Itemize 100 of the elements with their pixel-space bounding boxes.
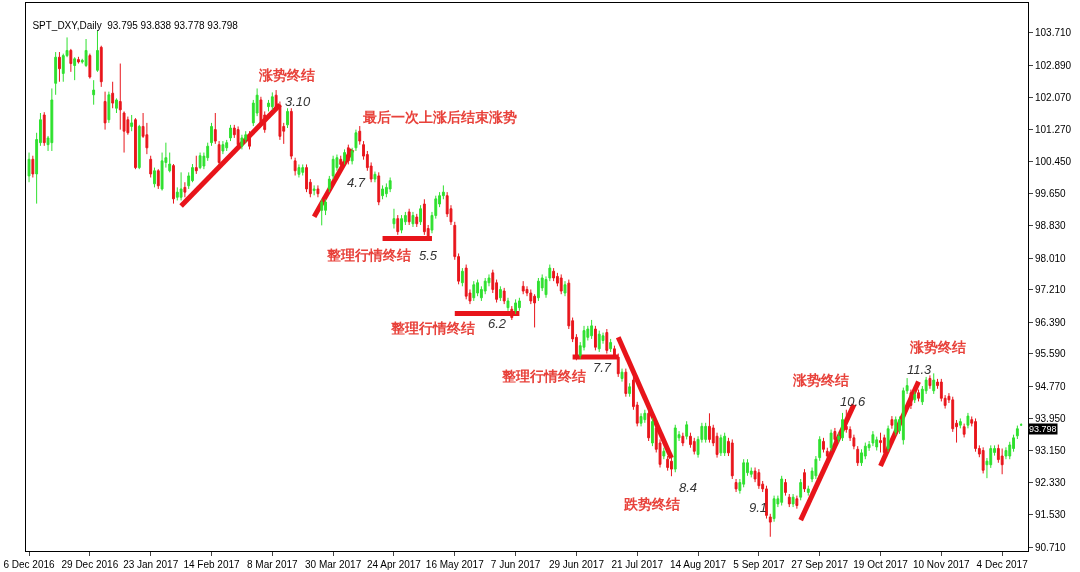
candlestick <box>533 293 537 328</box>
candlestick <box>841 412 844 442</box>
candlestick <box>1004 446 1008 460</box>
candlestick <box>92 79 96 106</box>
candlestick <box>73 56 77 81</box>
annotation: 93.798 <box>1029 424 1057 434</box>
candlestick <box>407 208 411 226</box>
candlestick <box>179 171 183 201</box>
annotation: 整理行情终结 <box>390 320 475 336</box>
candlestick <box>647 409 651 442</box>
candlestick <box>890 415 894 430</box>
annotation: 涨势终结 <box>792 372 849 388</box>
annotation: 4.7 <box>347 175 366 190</box>
candlestick <box>981 446 985 474</box>
candlestick <box>780 475 784 506</box>
x-tick-label: 6 Dec 2016 <box>3 559 56 570</box>
candlestick <box>723 432 727 457</box>
text: SPT_DXY,Daily 93.795 93.838 93.778 93.798 <box>32 19 239 31</box>
candlestick <box>772 495 776 523</box>
candlestick <box>270 91 274 111</box>
candlestick <box>99 45 103 88</box>
candlestick <box>411 211 415 228</box>
candlestick <box>240 134 244 150</box>
candlestick <box>563 280 567 297</box>
candlestick <box>210 122 213 147</box>
x-tick-label: 19 Oct 2017 <box>853 559 909 570</box>
candlestick <box>77 56 80 65</box>
candlestick <box>974 417 977 453</box>
candlestick <box>54 51 58 96</box>
candlestick <box>662 447 666 460</box>
y-tick-label: 92.330 <box>1035 477 1067 489</box>
x-tick-label: 24 Apr 2017 <box>366 559 422 570</box>
annotation: 5.5 <box>419 248 438 263</box>
y-tick-label: 97.210 <box>1035 284 1067 296</box>
candlestick <box>69 48 73 73</box>
candlestick <box>803 468 806 493</box>
candlestick <box>825 447 829 460</box>
candlestick <box>673 424 677 473</box>
candlestick <box>377 171 381 206</box>
x-tick-label: 27 Sep 2017 <box>791 559 849 570</box>
candlestick <box>293 157 297 177</box>
candlestick <box>704 422 708 444</box>
candlestick <box>593 325 597 351</box>
candlestick <box>958 417 962 429</box>
x-tick-label: 21 Jul 2017 <box>611 559 664 570</box>
candlestick <box>111 81 115 109</box>
candlestick <box>419 204 422 226</box>
candlestick <box>27 152 31 183</box>
y-tick-label: 102.070 <box>1035 92 1072 104</box>
candlestick <box>50 87 54 152</box>
y-tick-label: 94.770 <box>1035 380 1067 392</box>
candlestick <box>708 412 711 444</box>
candlestick <box>886 425 890 453</box>
x-tick-label: 29 Dec 2016 <box>61 559 119 570</box>
candlestick <box>229 124 232 142</box>
candlestick <box>103 91 107 131</box>
candlestick <box>913 391 917 404</box>
candlestick <box>388 176 392 193</box>
candlestick <box>153 167 156 188</box>
candlestick <box>590 319 594 340</box>
candlestick <box>221 140 225 155</box>
candlestick <box>392 208 396 230</box>
candlestick <box>681 432 685 447</box>
x-tick-label: 5 Sep 2017 <box>733 559 785 570</box>
candlestick <box>198 152 202 170</box>
candlestick <box>464 264 468 300</box>
candlestick <box>909 389 913 410</box>
x-tick-label: 4 Dec 2017 <box>976 559 1029 570</box>
candlestick <box>620 368 624 383</box>
candlestick <box>787 493 791 508</box>
candlestick <box>305 163 308 193</box>
y-tick-label: 103.710 <box>1035 27 1072 39</box>
x-tick-label: 23 Jan 2017 <box>123 559 179 570</box>
candlestick <box>768 513 772 538</box>
candlestick <box>415 213 419 228</box>
candlestick <box>460 267 464 287</box>
candlestick <box>692 437 696 455</box>
candlestick <box>498 285 502 302</box>
candlestick <box>829 429 833 452</box>
y-tick-label: 99.650 <box>1035 187 1067 199</box>
candlestick <box>871 430 875 447</box>
x-tick-label: 14 Feb 2017 <box>183 559 241 570</box>
candlestick <box>183 181 187 198</box>
candlestick <box>822 437 825 453</box>
candlestick <box>84 38 88 68</box>
candlestick <box>685 420 689 440</box>
y-tick-label: 93.950 <box>1035 413 1067 425</box>
annotation: 整理行情终结 <box>501 368 586 384</box>
x-tick-label: 29 Jun 2017 <box>548 559 605 570</box>
candlestick <box>156 168 160 190</box>
candlestick <box>799 478 803 501</box>
annotation: 6.2 <box>488 316 507 331</box>
y-tick-label: 100.450 <box>1035 156 1072 168</box>
candlestick <box>381 184 384 200</box>
x-tick-label: 7 Jun 2017 <box>490 559 541 570</box>
annotation: 7.7 <box>593 360 612 375</box>
candlestick <box>784 478 787 497</box>
candlestick <box>609 338 613 353</box>
candlestick <box>312 184 316 196</box>
x-tick-label: 16 May 2017 <box>425 559 485 570</box>
